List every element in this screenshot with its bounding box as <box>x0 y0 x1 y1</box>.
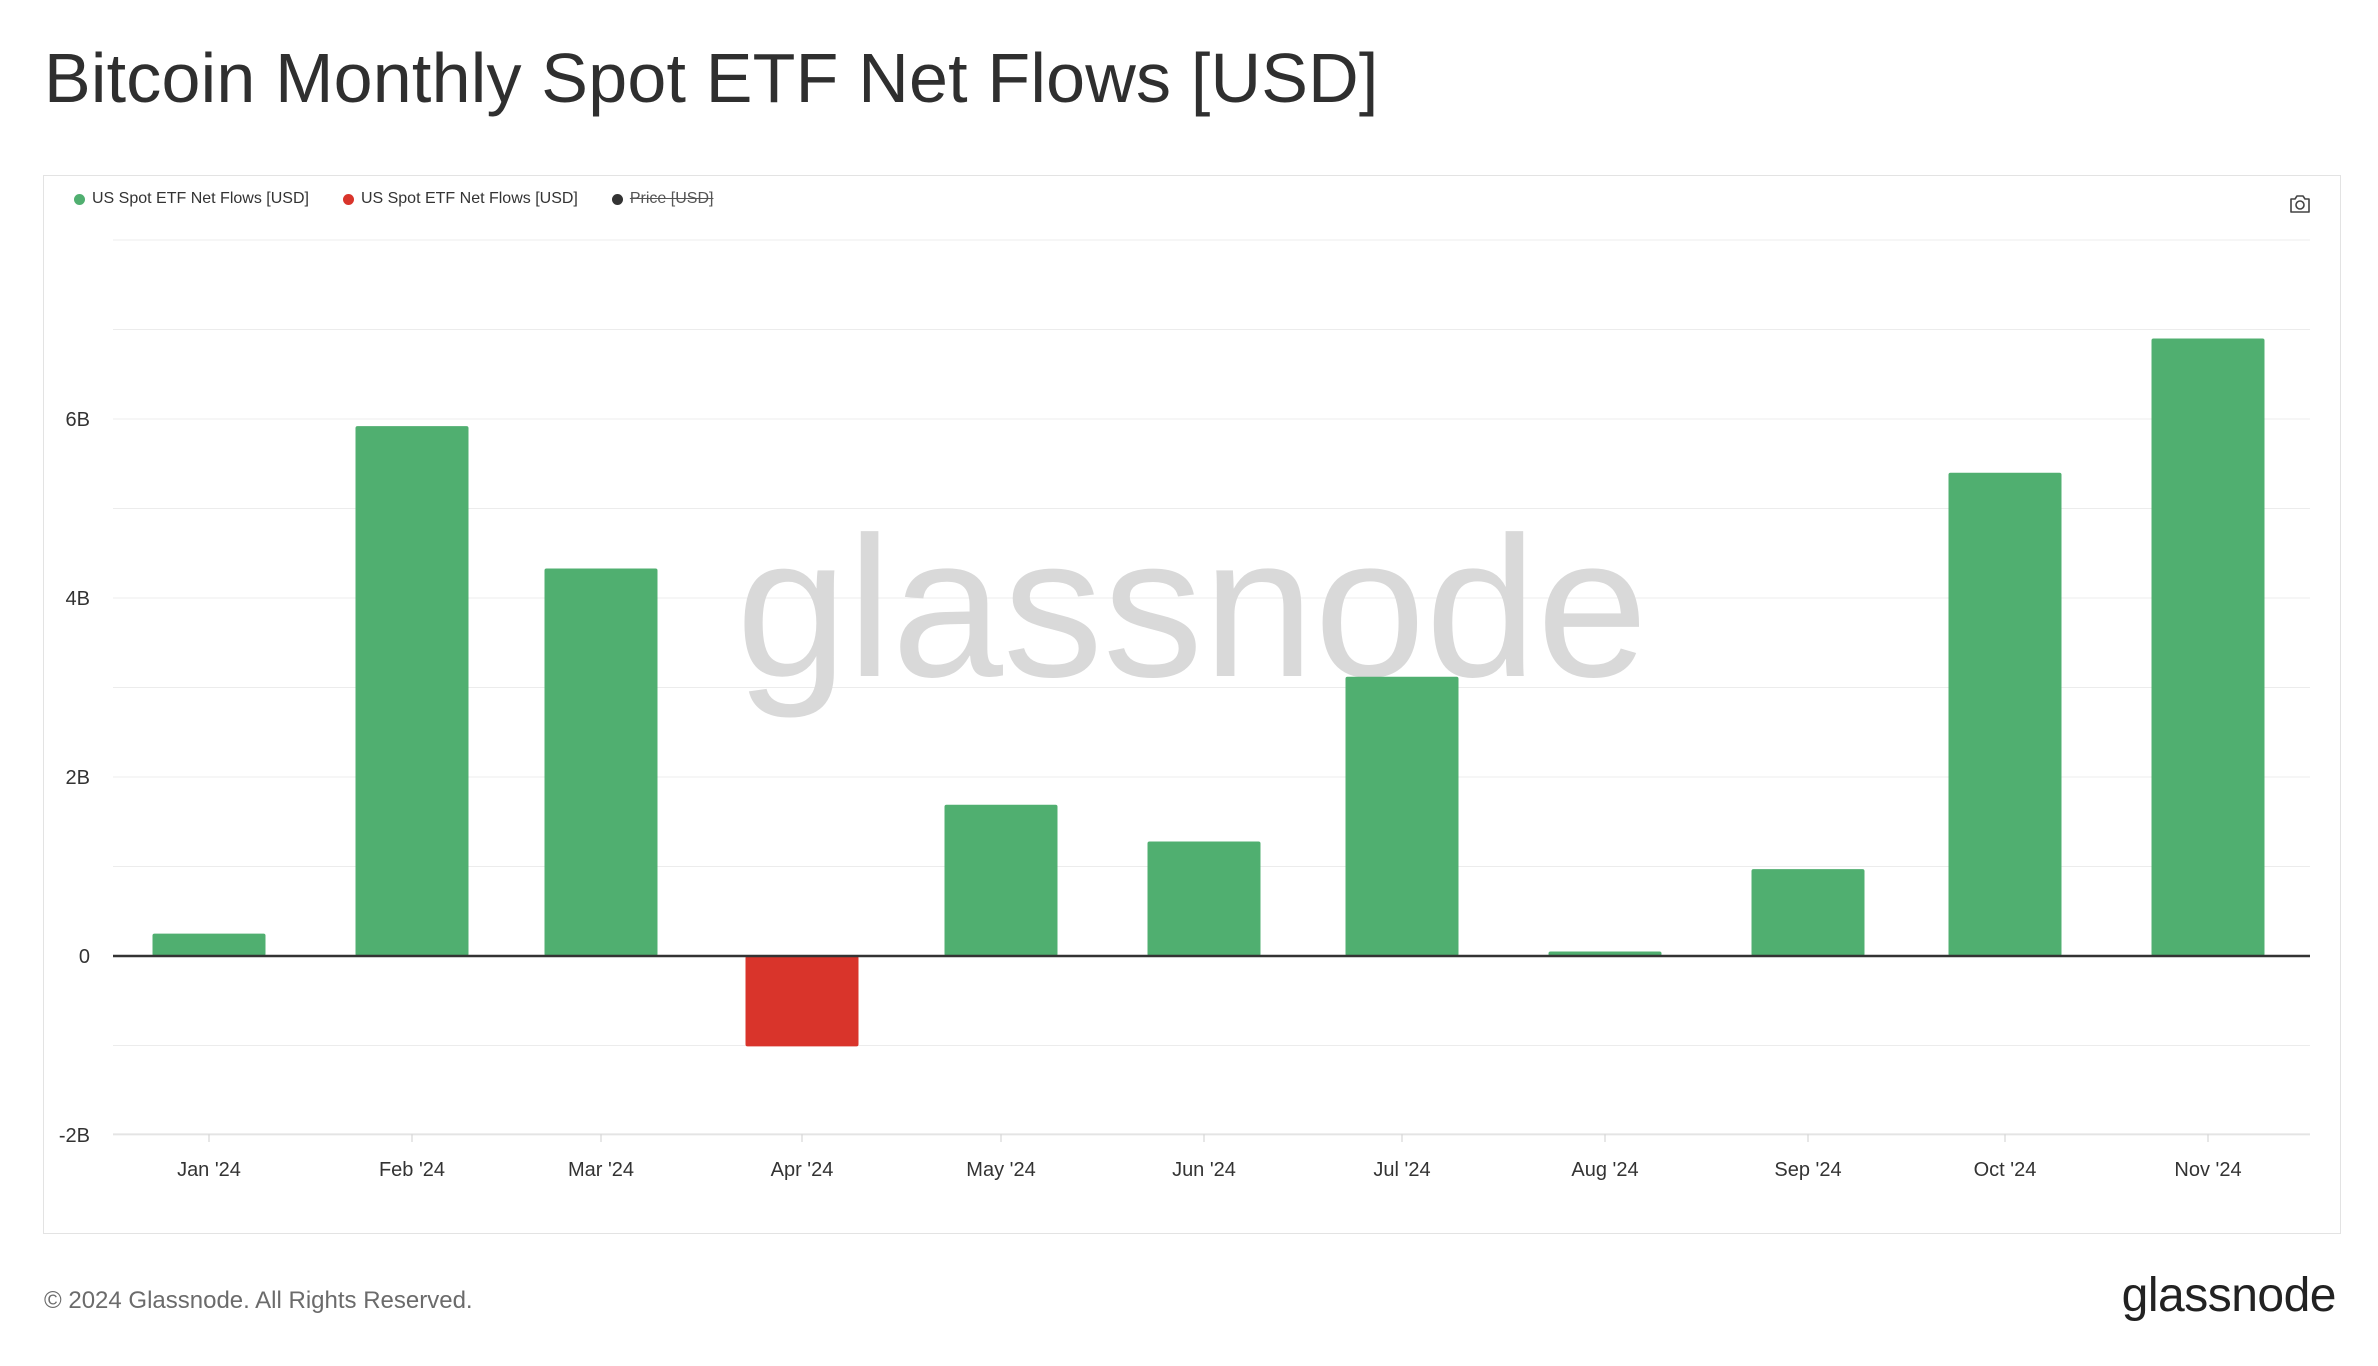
bar-may-24[interactable] <box>944 804 1058 956</box>
bar-sep-24[interactable] <box>1751 869 1865 956</box>
bar-mar-24[interactable] <box>544 568 658 956</box>
chart-panel: glassnode -2B 0 2B 4B 6B Jan '24 Feb '24 Mar '… <box>43 175 2341 1234</box>
x-tick-label: Sep '24 <box>1774 1159 1841 1181</box>
legend-dot-price <box>611 193 623 205</box>
bar-jul-24[interactable] <box>1345 676 1459 956</box>
bar-jun-24[interactable] <box>1147 841 1261 956</box>
x-tick-label: Jan '24 <box>177 1159 241 1181</box>
x-tick-label: Apr '24 <box>771 1159 834 1181</box>
legend-item-price[interactable]: Price [USD] <box>611 190 714 208</box>
legend-item-outflows[interactable]: US Spot ETF Net Flows [USD] <box>342 190 578 208</box>
bars-layer <box>152 338 2265 1047</box>
camera-icon[interactable] <box>2288 194 2312 214</box>
legend-dot-outflows <box>342 193 354 205</box>
y-tick-label: 6B <box>66 409 90 431</box>
x-tick-label: Feb '24 <box>379 1159 445 1181</box>
legend-label: US Spot ETF Net Flows [USD] <box>360 190 578 207</box>
page-title: Bitcoin Monthly Spot ETF Net Flows [USD] <box>44 39 1379 117</box>
legend-label: Price [USD] <box>629 190 714 207</box>
x-axis-ticks: Jan '24 Feb '24 Mar '24 Apr '24 May '24 Jun '… <box>113 1133 2310 1181</box>
glassnode-logo: glassnode <box>2121 1269 2337 1322</box>
x-tick-label: Jul '24 <box>1373 1159 1430 1181</box>
bar-jan-24[interactable] <box>152 933 266 956</box>
bar-apr-24[interactable] <box>745 956 859 1047</box>
y-axis-ticks: -2B 0 2B 4B 6B <box>59 409 90 1147</box>
x-tick-label: May '24 <box>966 1159 1035 1181</box>
copyright-text: © 2024 Glassnode. All Rights Reserved. <box>44 1287 473 1314</box>
y-tick-label: -2B <box>59 1125 90 1147</box>
watermark: glassnode <box>736 496 1648 719</box>
chart-svg: glassnode -2B 0 2B 4B 6B Jan '24 Feb '24 Mar '… <box>59 239 2310 1181</box>
y-tick-label: 4B <box>66 588 90 610</box>
legend: US Spot ETF Net Flows [USD] US Spot ETF … <box>74 190 747 208</box>
legend-dot-inflows <box>74 193 85 205</box>
y-tick-label: 0 <box>79 946 90 968</box>
x-tick-label: Jun '24 <box>1172 1159 1236 1181</box>
x-tick-label: Aug '24 <box>1571 1159 1638 1181</box>
y-tick-label: 2B <box>66 767 90 789</box>
bar-oct-24[interactable] <box>1948 472 2062 956</box>
x-tick-label: Oct '24 <box>1974 1159 2037 1181</box>
x-tick-label: Mar '24 <box>568 1159 634 1181</box>
legend-label: US Spot ETF Net Flows [USD] <box>92 190 309 207</box>
legend-item-inflows[interactable]: US Spot ETF Net Flows [USD] <box>74 190 309 208</box>
x-tick-label: Nov '24 <box>2174 1159 2241 1181</box>
bar-feb-24[interactable] <box>355 426 469 956</box>
bar-nov-24[interactable] <box>2151 338 2265 956</box>
